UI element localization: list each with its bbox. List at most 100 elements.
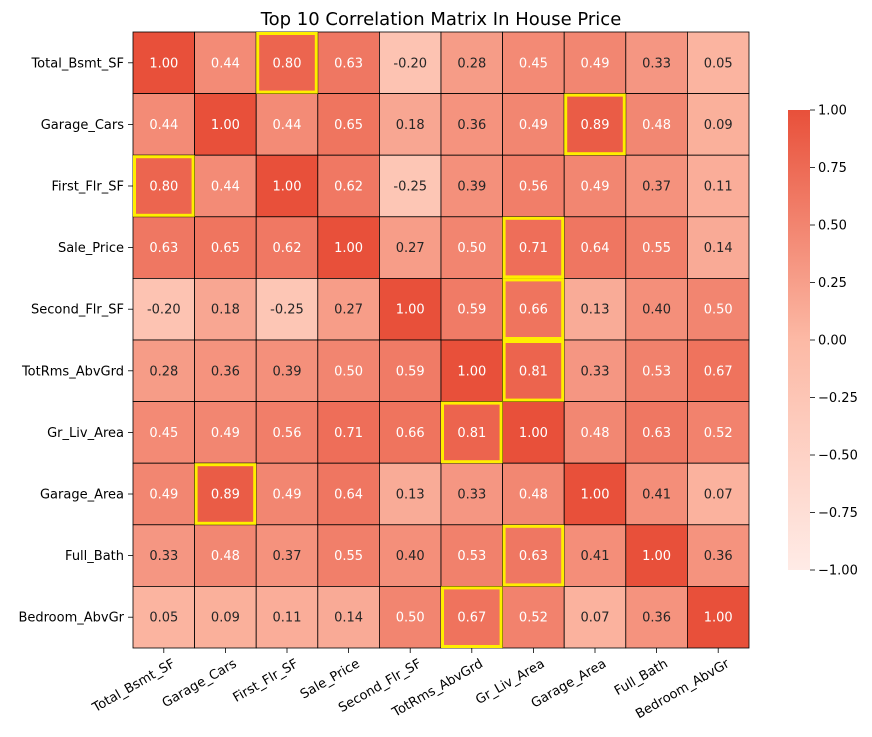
- highlight-box: [194, 463, 257, 525]
- colorbar-tick-label: −0.25: [818, 391, 858, 406]
- cell-value-label: 0.62: [273, 241, 302, 256]
- cell-value-label: 0.81: [457, 426, 486, 441]
- cell-value-label: 0.63: [334, 56, 363, 71]
- heatmap-cell: [563, 462, 627, 526]
- cell-value-label: 0.18: [396, 118, 425, 133]
- heatmap-cell: [440, 462, 503, 526]
- heatmap-cell: [687, 524, 750, 587]
- heatmap-cell: [502, 277, 565, 341]
- colorbar-tick-label: 0.00: [818, 334, 847, 349]
- cell-value-label: 0.81: [519, 364, 548, 379]
- cell-value-label: 1.00: [581, 488, 610, 503]
- heatmap-cell: [625, 277, 688, 341]
- heatmap-cell: [502, 401, 565, 464]
- cell-value-label: 0.49: [581, 56, 610, 71]
- cell-value-label: 0.37: [273, 549, 302, 564]
- heatmap-cell: [132, 154, 195, 218]
- heatmap-cell: [440, 586, 503, 649]
- cell-value-label: 0.53: [457, 549, 486, 564]
- highlight-box: [441, 401, 503, 464]
- cell-value-label: 0.50: [704, 303, 733, 318]
- heatmap-cell: [317, 586, 380, 649]
- cell-value-label: -0.20: [393, 56, 427, 71]
- cell-value-label: 0.05: [704, 56, 733, 71]
- cell-value-label: 0.52: [519, 611, 548, 626]
- cell-value-label: 0.09: [211, 611, 240, 626]
- cell-value-label: 0.36: [642, 611, 671, 626]
- cell-value-label: 1.00: [642, 549, 671, 564]
- cell-value-label: 0.44: [273, 118, 302, 133]
- cell-value-label: 1.00: [149, 56, 178, 71]
- heatmap-cell: [502, 524, 565, 587]
- heatmap-cell: [194, 93, 257, 156]
- cell-value-label: 0.48: [642, 118, 671, 133]
- row-label: Garage_Area: [40, 488, 124, 503]
- heatmap-cell: [625, 586, 688, 649]
- row-label: Garage_Cars: [41, 118, 124, 133]
- cell-value-label: -0.25: [393, 180, 427, 195]
- cell-value-label: 0.49: [211, 426, 240, 441]
- cell-value-label: 0.67: [457, 611, 486, 626]
- cell-value-label: 0.89: [211, 488, 240, 503]
- cell-value-label: 0.36: [704, 549, 733, 564]
- cell-value-label: 0.14: [704, 241, 733, 256]
- cell-value-label: 0.40: [396, 549, 425, 564]
- heatmap-cell: [502, 462, 565, 526]
- cell-value-label: 0.66: [396, 426, 425, 441]
- cell-value-label: 0.89: [581, 118, 610, 133]
- cell-value-label: 1.00: [396, 303, 425, 318]
- cell-value-label: 0.33: [642, 56, 671, 71]
- heatmap-cell: [255, 462, 319, 526]
- heatmap-cell: [378, 31, 442, 94]
- heatmap-cell: [317, 31, 380, 94]
- cell-value-label: 0.80: [149, 180, 178, 195]
- cell-value-label: 0.50: [457, 241, 486, 256]
- highlight-box: [502, 216, 565, 279]
- cell-value-label: 0.45: [519, 56, 548, 71]
- cell-value-label: 0.55: [334, 549, 363, 564]
- heatmap-cell: [194, 154, 257, 218]
- cell-value-label: 0.33: [149, 549, 178, 564]
- cell-value-label: 0.33: [457, 488, 486, 503]
- cell-value-label: 0.50: [334, 364, 363, 379]
- cell-value-label: 0.39: [273, 364, 302, 379]
- heatmap-cell: [687, 277, 750, 341]
- cell-value-label: 0.27: [334, 303, 363, 318]
- cell-value-label: 0.71: [334, 426, 363, 441]
- heatmap-cell: [687, 401, 750, 464]
- heatmap-cell: [194, 586, 257, 649]
- heatmap-cell: [194, 31, 257, 94]
- cell-value-label: 0.07: [581, 611, 610, 626]
- colorbar: 1.00 0.75 0.50 0.25 0.00 −0.25 −0.50 −0.75 −1.00: [788, 104, 858, 579]
- heatmap-cell: [440, 339, 503, 402]
- cell-value-label: 0.44: [211, 180, 240, 195]
- heatmap-cell: [563, 154, 627, 218]
- chart-title: Top 10 Correlation Matrix In House Price: [260, 9, 622, 30]
- colorbar-tick-label: 0.75: [818, 161, 847, 176]
- heatmap-cell: [132, 216, 195, 279]
- cell-value-label: 0.49: [273, 488, 302, 503]
- highlight-box: [441, 586, 503, 649]
- cell-value-label: 0.64: [581, 241, 610, 256]
- colorbar-tick-label: 1.00: [818, 104, 847, 119]
- heatmap-cell: [378, 154, 442, 218]
- cell-value-label: 0.11: [273, 611, 302, 626]
- heatmap-cell: [255, 339, 319, 402]
- row-label: Second_Flr_SF: [31, 303, 124, 318]
- heatmap-cell: [625, 93, 688, 156]
- row-label: TotRms_AbvGrd: [21, 364, 124, 379]
- heatmap-cell: [502, 586, 565, 649]
- cell-value-label: -0.25: [270, 303, 304, 318]
- heatmap-cell: [378, 277, 442, 341]
- cell-value-label: 0.59: [457, 303, 486, 318]
- column-label: First_Flr_SF: [231, 656, 301, 705]
- cell-value-label: 0.55: [642, 241, 671, 256]
- cell-value-label: 0.40: [642, 303, 671, 318]
- cell-value-label: 0.63: [149, 241, 178, 256]
- cell-value-label: 0.66: [519, 303, 548, 318]
- highlight-box: [256, 32, 318, 94]
- heatmap-cell: [255, 154, 319, 218]
- cell-value-label: 0.07: [704, 488, 733, 503]
- heatmap-cell: [687, 93, 750, 156]
- cell-value-label: 0.63: [642, 426, 671, 441]
